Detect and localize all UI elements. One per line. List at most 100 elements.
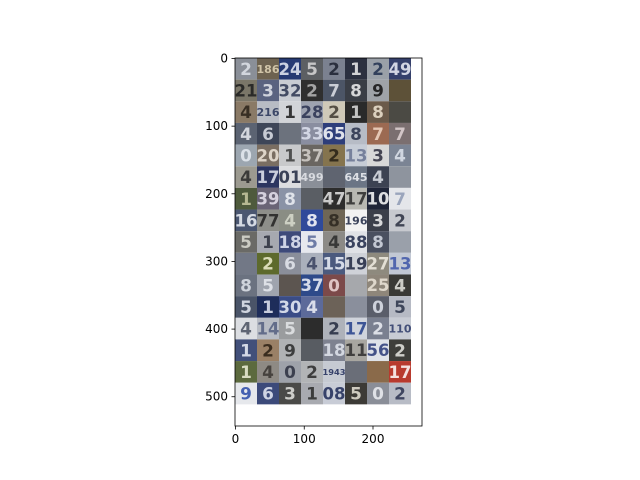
tile-digit-text: 2 <box>328 102 340 122</box>
tile-digit-text: 499 <box>301 171 324 184</box>
y-tick-label: 400 <box>205 322 228 336</box>
image-tile <box>389 382 411 405</box>
image-tile <box>257 58 279 80</box>
image-tile <box>323 339 345 362</box>
image-tile <box>367 317 389 340</box>
image-tile <box>257 209 279 232</box>
image-tile <box>279 382 301 405</box>
tile-digit-text: 8 <box>372 232 384 252</box>
image-tile <box>257 166 279 188</box>
tile-digit-text: 4 <box>306 297 318 317</box>
image-tile <box>301 296 323 318</box>
image-tile <box>279 101 301 123</box>
image-tile <box>345 144 367 167</box>
tile-digit-text: 08 <box>323 384 346 403</box>
tile-digit-text: 17 <box>345 190 368 209</box>
tile-digit-text: 7 <box>394 189 406 209</box>
tile-digit-text: 2 <box>306 81 318 101</box>
image-tile <box>235 144 257 167</box>
tile-digit-text: 0 <box>328 275 340 295</box>
image-tile <box>279 209 301 232</box>
x-tick-label: 0 <box>232 432 240 446</box>
tile-digit-text: 19 <box>345 255 368 274</box>
image-tile <box>367 382 389 405</box>
image-tile <box>323 58 345 80</box>
tile-digit-text: 11 <box>345 341 368 360</box>
tile-digit-text: 4 <box>328 232 340 252</box>
tile-digit-text: 24 <box>279 60 302 79</box>
image-tile <box>367 209 389 232</box>
image-tile <box>345 101 367 123</box>
tile-digit-text: 4 <box>394 145 406 165</box>
image-tile <box>367 58 389 80</box>
tile-digit-text: 4 <box>240 167 252 187</box>
image-tile <box>235 58 257 80</box>
tile-digit-text: 9 <box>284 340 296 360</box>
image-tile <box>301 101 323 123</box>
tile-digit-text: 1 <box>350 59 362 79</box>
image-tile <box>323 166 345 188</box>
tile-digit-text: 3 <box>372 210 384 230</box>
image-tile <box>301 144 323 167</box>
tile-digit-text: 3 <box>372 145 384 165</box>
image-tile <box>367 296 389 318</box>
tile-digit-text: 3 <box>262 81 274 101</box>
tile-digit-text: 2 <box>372 319 384 339</box>
tile-digit-text: 01 <box>279 168 302 187</box>
tile-digit-text: 216 <box>257 106 280 119</box>
tile-digit-text: 20 <box>257 146 280 165</box>
tile-digit-text: 5 <box>240 297 252 317</box>
tile-digit-text: 2 <box>394 384 406 404</box>
image-tile <box>367 79 389 102</box>
image-tile <box>389 187 411 210</box>
image-tile <box>279 187 301 210</box>
image-tile <box>345 339 367 362</box>
image-tile <box>323 252 345 275</box>
tile-digit-text: 8 <box>350 124 362 144</box>
image-tile <box>301 58 323 80</box>
image-tile <box>367 361 389 383</box>
tile-digit-text: 1943 <box>322 367 345 377</box>
tile-digit-text: 1 <box>240 189 252 209</box>
tile-digit-text: 16 <box>235 211 258 230</box>
tile-digit-text: 27 <box>367 255 390 274</box>
image-tile <box>257 79 279 102</box>
image-tile <box>301 187 323 210</box>
image-tile <box>367 144 389 167</box>
tile-digit-text: 5 <box>394 297 406 317</box>
image-tile <box>367 101 389 123</box>
image-tile <box>345 79 367 102</box>
image-tile <box>279 144 301 167</box>
image-tile <box>323 361 345 383</box>
image-tile <box>367 252 389 275</box>
tile-digit-text: 4 <box>262 362 274 382</box>
image-tile <box>389 361 411 383</box>
image-tile <box>301 122 323 145</box>
tile-digit-text: 33 <box>301 125 324 144</box>
image-tile <box>279 296 301 318</box>
image-tile <box>279 79 301 102</box>
image-tile <box>389 339 411 362</box>
tile-digit-text: 5 <box>306 59 318 79</box>
tile-digit-text: 0 <box>240 145 252 165</box>
image-tile <box>279 274 301 297</box>
image-tile <box>279 166 301 188</box>
image-tile <box>389 144 411 167</box>
tile-digit-text: 2 <box>262 340 274 360</box>
image-tile <box>301 339 323 362</box>
tile-digit-text: 88 <box>345 233 368 252</box>
image-tile <box>257 382 279 405</box>
image-tile <box>279 339 301 362</box>
tile-digit-text: 13 <box>389 255 412 274</box>
tile-digit-text: 15 <box>323 255 346 274</box>
tile-digit-text: 17 <box>345 320 368 339</box>
tile-digit-text: 186 <box>257 63 280 76</box>
image-tile <box>301 274 323 297</box>
tile-digit-text: 13 <box>345 146 368 165</box>
tile-digit-text: 9 <box>372 81 384 101</box>
tile-digit-text: 28 <box>301 103 324 122</box>
tile-digit-text: 4 <box>284 210 296 230</box>
y-tick-label: 0 <box>220 52 228 66</box>
x-tick-label: 200 <box>362 432 385 446</box>
